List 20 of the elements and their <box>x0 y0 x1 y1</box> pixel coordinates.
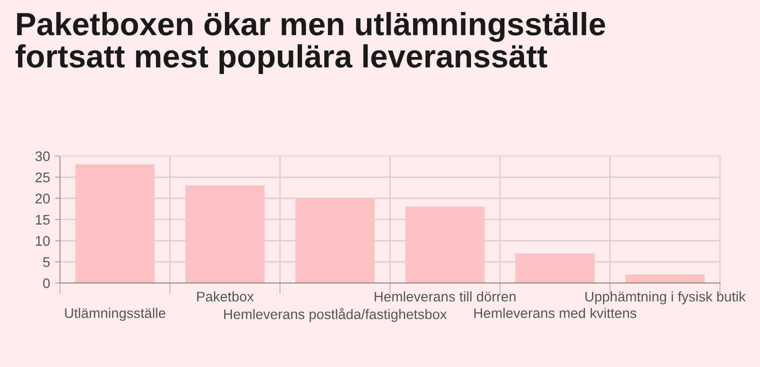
bar <box>405 206 485 283</box>
x-tick-label: Utlämningsställe <box>65 308 166 321</box>
chart-title: Paketboxen ökar men utlämningsställe fortsatt mest populära leveranssätt <box>16 12 606 74</box>
y-tick-label: 25 <box>36 172 50 182</box>
y-tick-label: 5 <box>43 257 50 268</box>
y-tick-label: 20 <box>36 194 50 204</box>
bar <box>625 274 705 283</box>
bar <box>185 186 265 283</box>
x-tick-label: Hemleverans med kvittens <box>474 308 636 318</box>
bar <box>295 198 375 283</box>
y-tick-label: 30 <box>35 151 50 162</box>
y-tick-label: 0 <box>43 278 50 288</box>
y-tick-label: 10 <box>36 236 50 246</box>
x-tick-label: Hemleverans till dörren <box>374 291 516 302</box>
bar <box>515 253 595 283</box>
x-tick-label: Upphämtning i fysisk butik <box>585 291 746 304</box>
x-tick-label: Hemleverans postlåda/fastighetsbox <box>224 308 447 322</box>
bar <box>75 164 155 283</box>
y-tick-label: 15 <box>36 214 50 225</box>
x-tick-label: Paketbox <box>197 291 254 302</box>
